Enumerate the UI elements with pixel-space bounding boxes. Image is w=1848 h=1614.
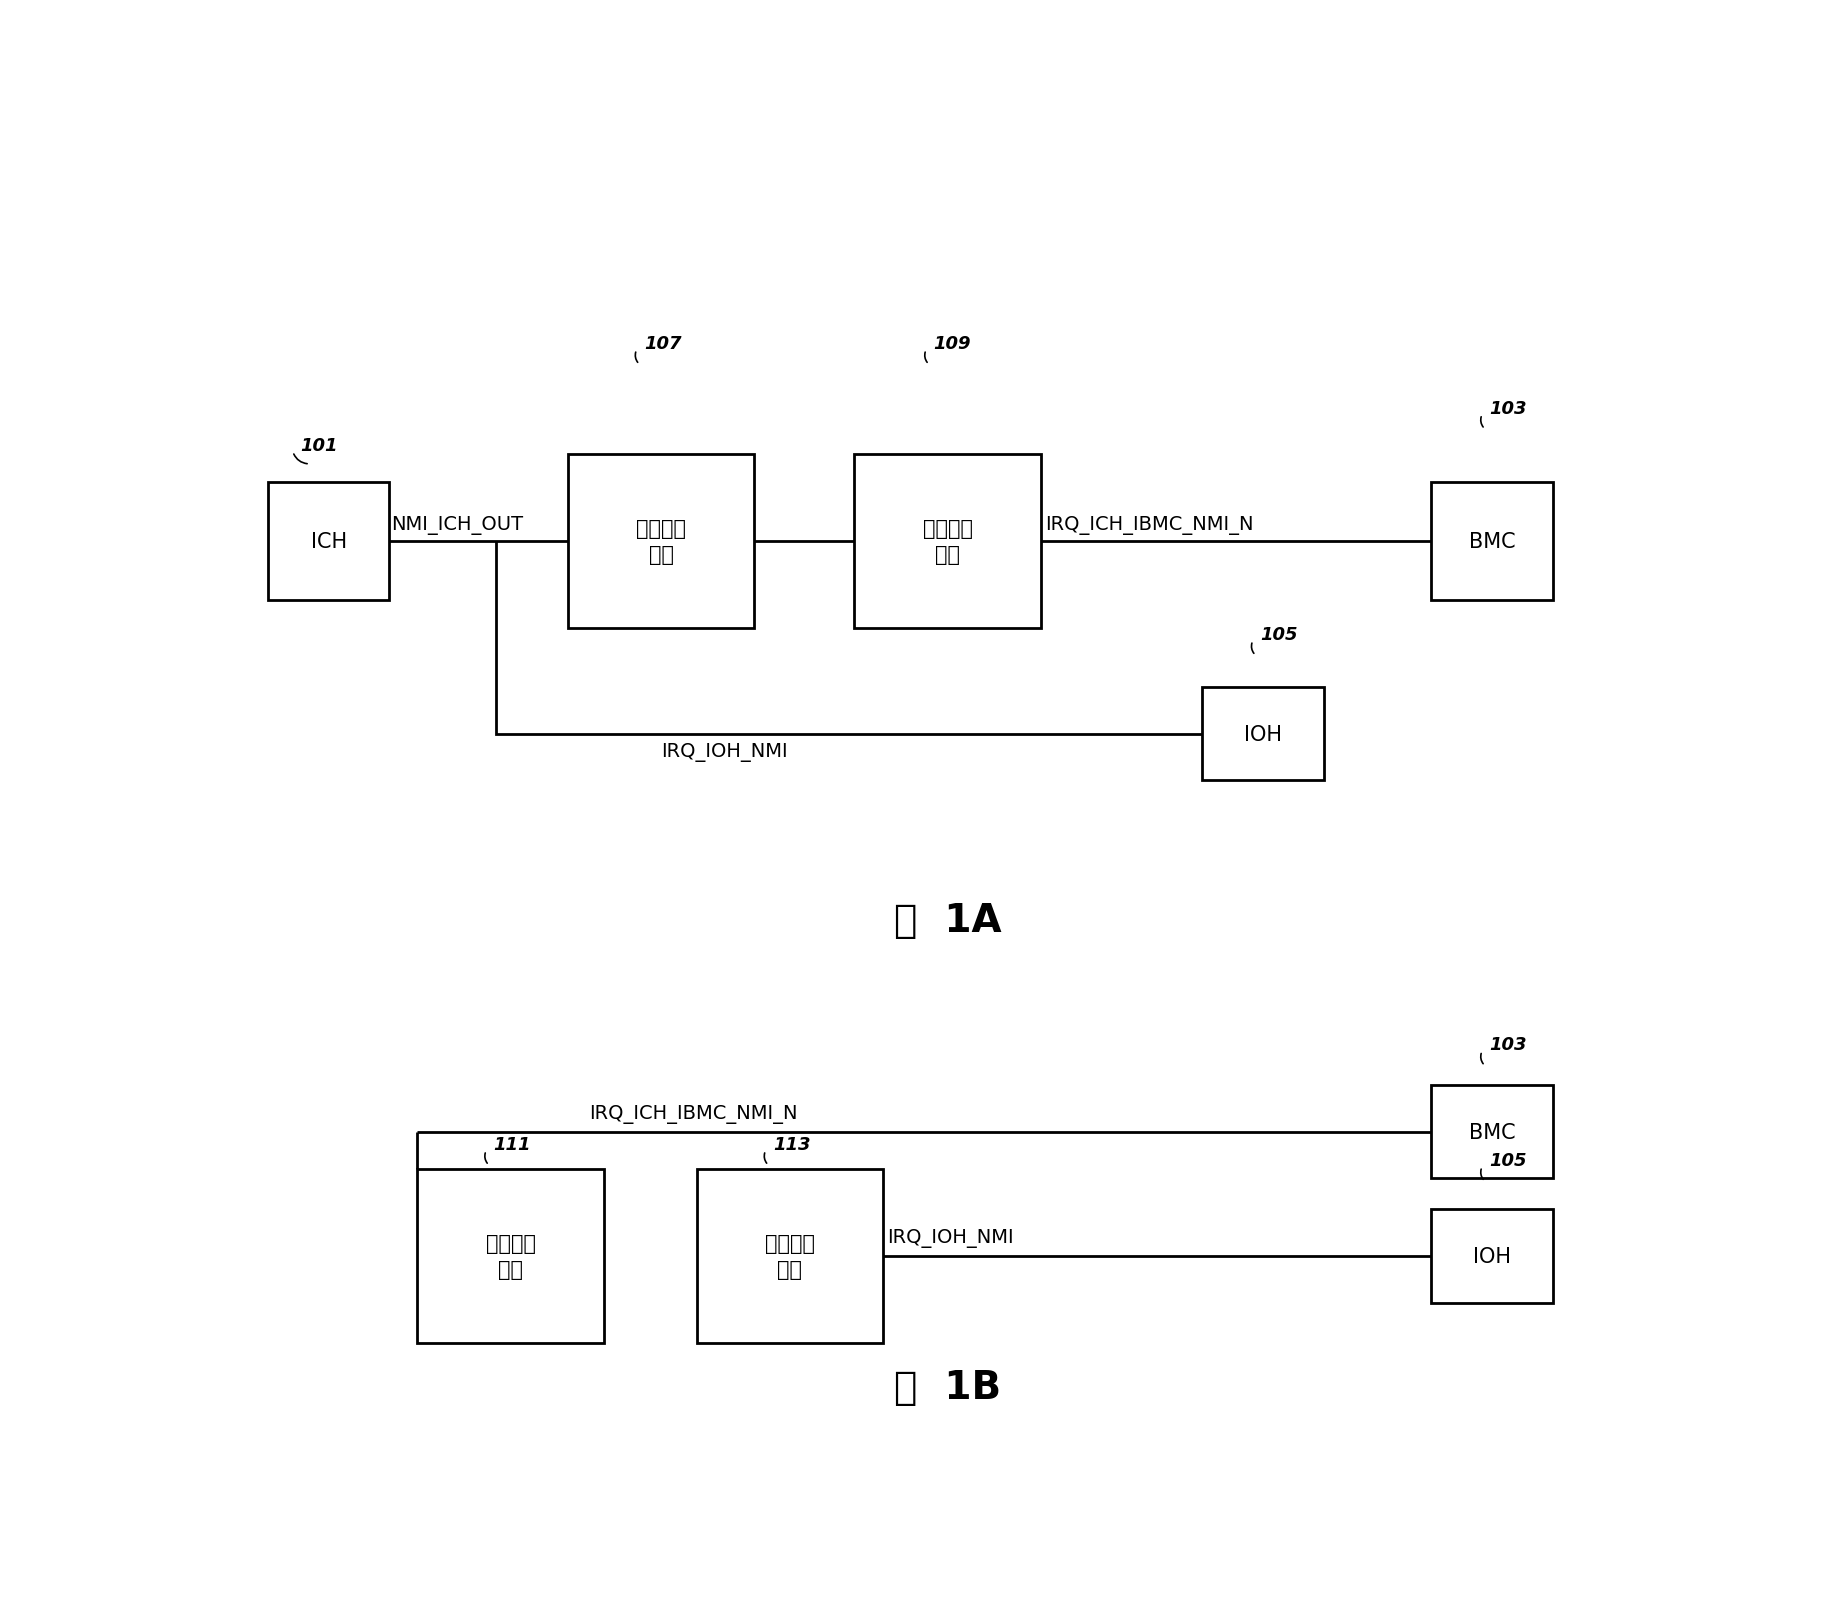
Text: IRQ_IOH_NMI: IRQ_IOH_NMI bbox=[662, 742, 787, 762]
Bar bbox=[1430, 483, 1552, 600]
Text: BMC: BMC bbox=[1467, 1122, 1515, 1143]
Text: 101: 101 bbox=[299, 437, 336, 455]
Text: IRQ_ICH_IBMC_NMI_N: IRQ_ICH_IBMC_NMI_N bbox=[1044, 515, 1253, 534]
Text: BMC: BMC bbox=[1467, 531, 1515, 552]
Text: NMI_ICH_OUT: NMI_ICH_OUT bbox=[392, 515, 523, 534]
Text: 109: 109 bbox=[933, 334, 970, 353]
Text: IRQ_IOH_NMI: IRQ_IOH_NMI bbox=[887, 1228, 1013, 1248]
Bar bbox=[1430, 1209, 1552, 1302]
Text: 逻辑反转
电路: 逻辑反转 电路 bbox=[636, 518, 686, 565]
Text: 103: 103 bbox=[1488, 1036, 1526, 1054]
Bar bbox=[268, 483, 390, 600]
Text: 逻辑反转
电路: 逻辑反转 电路 bbox=[486, 1233, 536, 1280]
Text: 图  1A: 图 1A bbox=[893, 902, 1002, 939]
Bar bbox=[1201, 688, 1323, 781]
Bar bbox=[854, 455, 1040, 629]
Text: 105: 105 bbox=[1258, 626, 1297, 644]
Text: IOH: IOH bbox=[1473, 1246, 1510, 1267]
Text: 111: 111 bbox=[493, 1135, 530, 1152]
Text: 电平转换
电路: 电平转换 电路 bbox=[922, 518, 972, 565]
Text: IRQ_ICH_IBMC_NMI_N: IRQ_ICH_IBMC_NMI_N bbox=[590, 1104, 798, 1123]
Bar bbox=[697, 1169, 883, 1343]
Text: 103: 103 bbox=[1488, 399, 1526, 418]
Bar bbox=[418, 1169, 602, 1343]
Text: 图  1B: 图 1B bbox=[894, 1367, 1000, 1406]
Text: IOH: IOH bbox=[1244, 725, 1281, 744]
Text: 107: 107 bbox=[643, 334, 680, 353]
Text: 电平转换
电路: 电平转换 电路 bbox=[765, 1233, 815, 1280]
Bar bbox=[567, 455, 754, 629]
Bar bbox=[1430, 1085, 1552, 1178]
Text: 105: 105 bbox=[1488, 1151, 1526, 1169]
Text: 113: 113 bbox=[772, 1135, 809, 1152]
Text: ICH: ICH bbox=[310, 531, 346, 552]
